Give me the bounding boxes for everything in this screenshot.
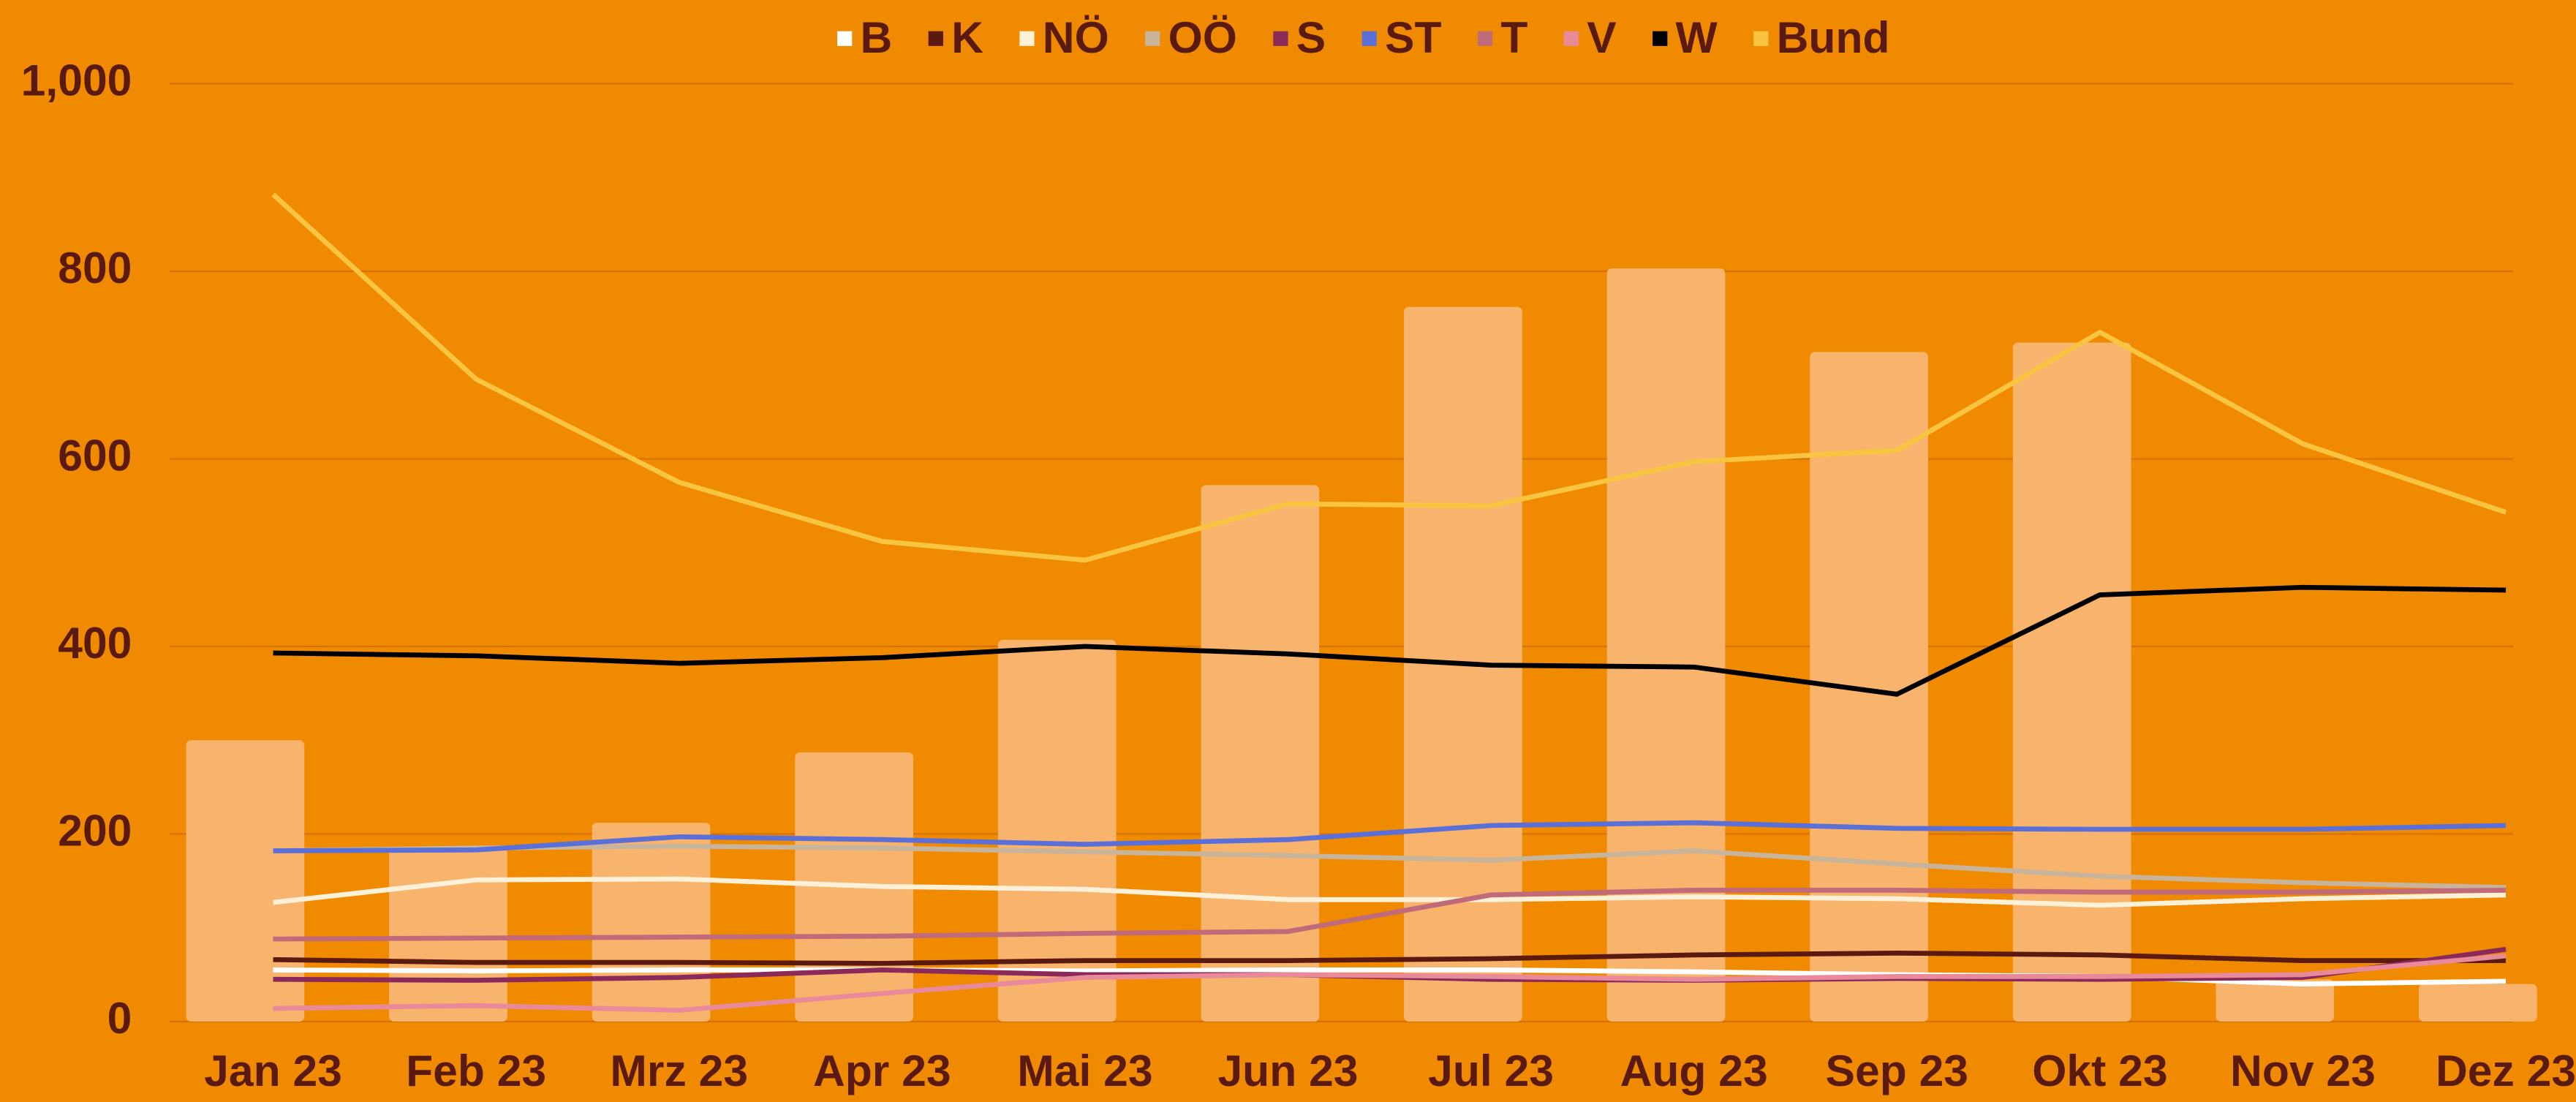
- y-tick-label: 600: [58, 431, 132, 480]
- legend-label: S: [1296, 12, 1326, 62]
- legend-label: Bund: [1777, 12, 1890, 62]
- x-tick-label: Apr 23: [813, 1046, 951, 1095]
- legend-swatch: [1019, 31, 1035, 46]
- legend-swatch: [1145, 31, 1160, 46]
- legend-swatch: [1361, 31, 1377, 46]
- bar: [2216, 979, 2335, 1022]
- bar: [2012, 342, 2131, 1022]
- x-tick-label: Aug 23: [1620, 1046, 1768, 1095]
- bar: [1810, 352, 1928, 1022]
- legend-swatch: [1273, 31, 1288, 46]
- x-tick-label: Jan 23: [204, 1046, 342, 1095]
- legend-label: T: [1500, 12, 1527, 62]
- bar: [1606, 268, 1726, 1022]
- y-tick-label: 200: [58, 805, 132, 855]
- line: [273, 953, 2507, 1013]
- line: [273, 876, 2507, 908]
- legend-label: NÖ: [1043, 12, 1109, 62]
- legend-swatch: [837, 31, 853, 46]
- x-tick-label: Dez 23: [2436, 1046, 2576, 1095]
- x-tick-label: Jun 23: [1217, 1046, 1358, 1095]
- line: [273, 843, 2507, 890]
- legend-label: OÖ: [1168, 12, 1237, 62]
- bar: [1201, 485, 1320, 1022]
- legend-swatch: [1477, 31, 1493, 46]
- bar: [592, 823, 711, 1022]
- bar: [997, 640, 1117, 1022]
- line: [273, 584, 2507, 697]
- x-tick-label: Nov 23: [2230, 1046, 2376, 1095]
- bar: [186, 740, 305, 1022]
- y-tick-label: 0: [107, 993, 132, 1043]
- x-tick-label: Okt 23: [2032, 1046, 2167, 1095]
- bar: [389, 848, 507, 1022]
- y-tick-label: 400: [58, 618, 132, 668]
- line: [271, 192, 2507, 563]
- y-tick-label: 800: [58, 243, 132, 293]
- legend-label: B: [861, 12, 893, 62]
- legend-swatch: [928, 31, 943, 46]
- legend-swatch: [1753, 31, 1769, 46]
- legend-label: ST: [1385, 12, 1441, 62]
- legend-label: K: [951, 12, 983, 62]
- x-tick-label: Feb 23: [406, 1046, 546, 1095]
- x-tick-label: Jul 23: [1428, 1046, 1554, 1095]
- line: [273, 950, 2507, 966]
- bar: [2419, 984, 2537, 1022]
- x-tick-label: Mai 23: [1017, 1046, 1152, 1095]
- line: [273, 888, 2507, 942]
- legend-label: W: [1676, 12, 1718, 62]
- legend-swatch: [1653, 31, 1668, 46]
- x-tick-label: Mrz 23: [610, 1046, 748, 1095]
- line: [273, 820, 2507, 853]
- x-tick-label: Sep 23: [1826, 1046, 1968, 1095]
- legend-label: V: [1587, 12, 1617, 62]
- y-tick-label: 1,000: [21, 56, 132, 105]
- legend-swatch: [1563, 31, 1579, 46]
